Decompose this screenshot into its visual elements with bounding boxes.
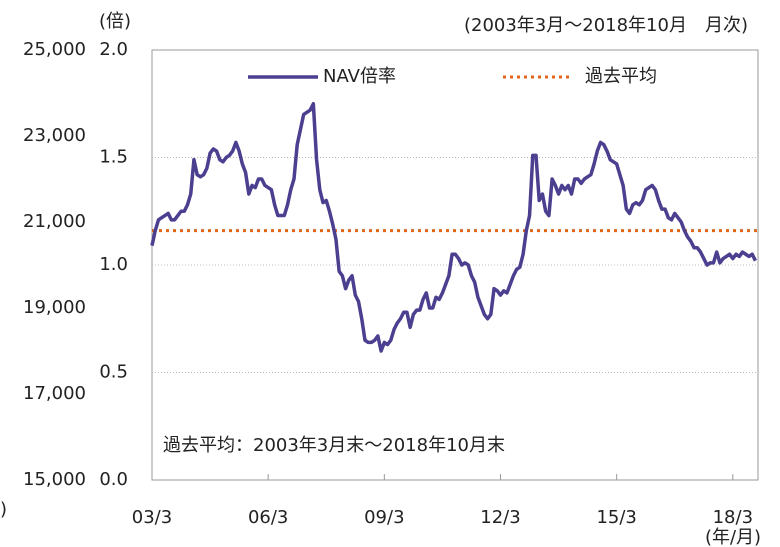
y-axis-label: (倍) — [99, 11, 131, 32]
nav-line — [150, 102, 757, 353]
x-axis-label: (年/月) — [705, 527, 761, 547]
y2-tick-label: 15,000 — [23, 469, 86, 490]
x-tick-label: 03/3 — [132, 507, 172, 528]
x-tick-label: 15/3 — [596, 507, 636, 528]
x-tick-label: 06/3 — [248, 507, 288, 528]
legend-label: NAV倍率 — [323, 66, 396, 87]
x-tick-label: 18/3 — [713, 507, 753, 528]
subtitle: (2003年3月〜2018年10月 月次) — [464, 15, 748, 36]
y-tick-label: 0.0 — [99, 469, 128, 490]
y-tick-label: 1.5 — [99, 147, 128, 168]
y-tick-label: 1.0 — [99, 254, 128, 275]
x-tick-label: 12/3 — [480, 507, 520, 528]
y2-tick-label: 21,000 — [23, 211, 86, 232]
y2-axis-label: ) — [0, 499, 7, 520]
y2-tick-label: 19,000 — [23, 297, 86, 318]
y-tick-label: 0.5 — [99, 362, 128, 383]
y-tick-label: 2.0 — [99, 39, 128, 60]
annotation: 過去平均：2003年3月末〜2018年10月末 — [163, 435, 505, 456]
y2-tick-label: 23,000 — [23, 125, 86, 146]
legend-label: 過去平均 — [585, 66, 657, 87]
y2-tick-label: 17,000 — [23, 383, 86, 404]
y2-tick-label: 25,000 — [23, 39, 86, 60]
x-tick-label: 09/3 — [364, 507, 404, 528]
